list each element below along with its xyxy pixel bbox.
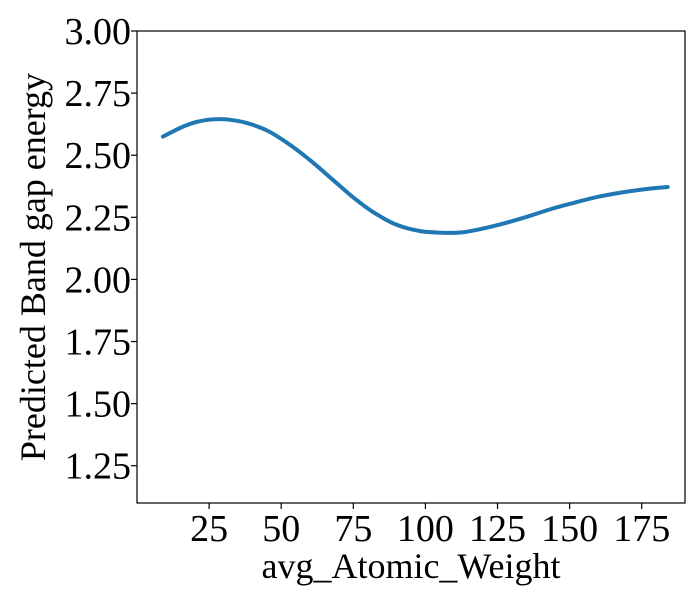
y-tick-label: 2.75 [65,73,132,115]
y-tick-label: 3.00 [65,11,132,53]
x-tick-label: 25 [190,508,228,550]
y-tick-label: 1.75 [65,322,132,364]
x-tick-label: 50 [262,508,300,550]
plot-frame [136,30,686,504]
x-tick-label: 100 [397,508,454,550]
x-axis-label: avg_Atomic_Weight [261,546,560,586]
x-tick-label: 125 [469,508,526,550]
y-axis-label: Predicted Band gap energy [13,73,53,461]
y-tick-label: 2.00 [65,259,132,301]
y-tick-label: 1.25 [65,446,132,488]
x-axis-ticks: 25 50 75 100 125 150 175 [190,503,670,550]
y-axis-ticks: 1.25 1.50 1.75 2.00 2.25 2.50 2.75 3.00 [65,11,137,488]
x-tick-label: 150 [541,508,598,550]
x-tick-label: 175 [613,508,670,550]
series-layer [160,117,670,235]
y-tick-label: 2.50 [65,135,132,177]
y-tick-label: 2.25 [65,197,132,239]
x-tick-label: 75 [334,508,372,550]
series-line [160,117,670,235]
y-tick-label: 1.50 [65,384,132,426]
